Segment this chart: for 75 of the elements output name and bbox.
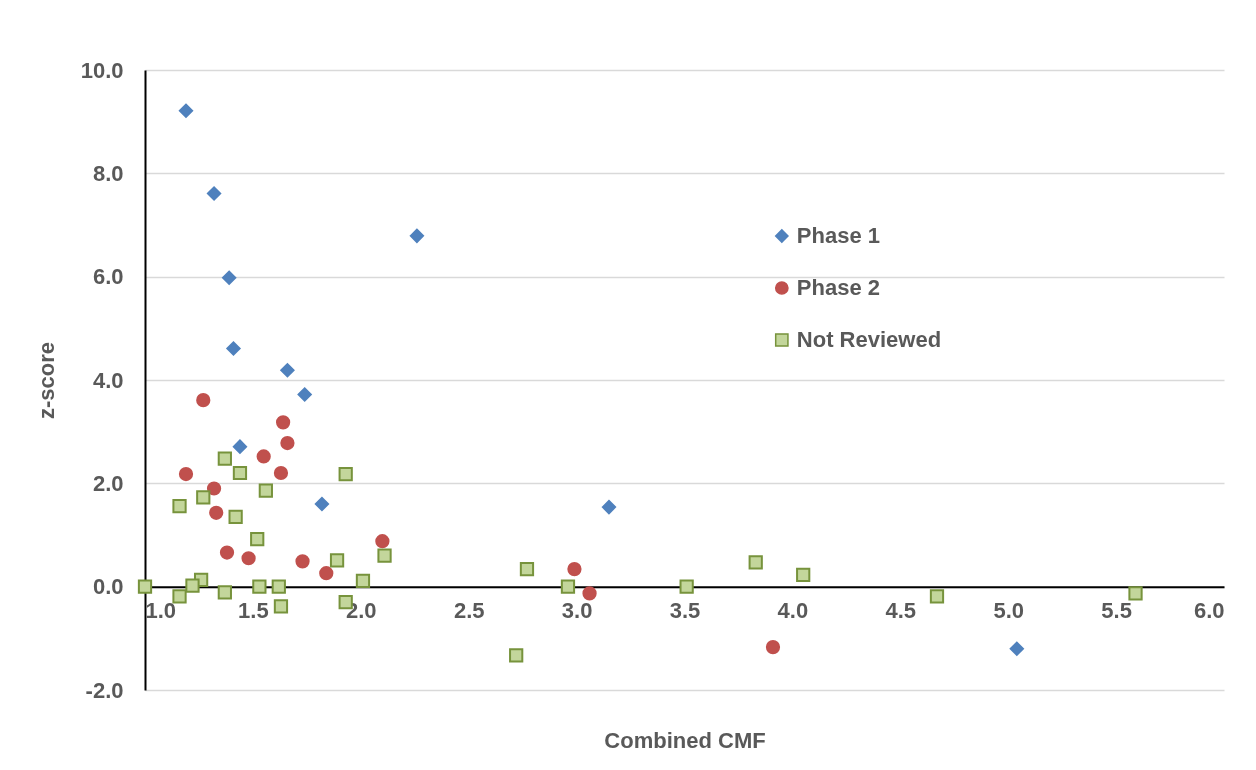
x-tick-label: 3.5 bbox=[669, 598, 701, 624]
point bbox=[256, 449, 271, 464]
point bbox=[222, 270, 237, 285]
point bbox=[178, 466, 194, 482]
point bbox=[252, 579, 267, 594]
x-tick-label: 4.0 bbox=[777, 598, 809, 624]
point bbox=[748, 555, 763, 570]
point bbox=[375, 534, 390, 549]
y-tick-label: 4.0 bbox=[92, 367, 124, 393]
point bbox=[137, 579, 153, 594]
legend-label: Phase 2 bbox=[796, 275, 880, 300]
point bbox=[172, 589, 187, 604]
point bbox=[219, 545, 235, 560]
point bbox=[178, 103, 194, 118]
point bbox=[796, 567, 811, 582]
x-tick-label: 1.5 bbox=[238, 598, 269, 624]
y-tick-label: 8.0 bbox=[92, 160, 124, 186]
point bbox=[567, 561, 582, 577]
point bbox=[271, 579, 286, 594]
point bbox=[509, 648, 524, 663]
point bbox=[217, 451, 232, 466]
point bbox=[241, 551, 256, 566]
point bbox=[185, 578, 200, 593]
point bbox=[582, 586, 597, 601]
y-tick-label: 6.0 bbox=[92, 264, 124, 290]
x-tick-label: 5.0 bbox=[993, 598, 1024, 624]
point bbox=[295, 554, 310, 569]
y-axis-title: z-score bbox=[33, 341, 59, 420]
point bbox=[319, 566, 334, 581]
point bbox=[280, 363, 295, 378]
point bbox=[232, 439, 248, 454]
point bbox=[280, 435, 295, 451]
point bbox=[1128, 586, 1143, 601]
y-tick-label: 10.0 bbox=[80, 57, 124, 83]
legend-label: Phase 1 bbox=[796, 223, 880, 248]
point bbox=[329, 553, 345, 568]
y-tick-label: 0.0 bbox=[92, 574, 124, 600]
x-tick-label: 1.0 bbox=[145, 598, 177, 624]
x-tick-label: 2.5 bbox=[453, 598, 485, 624]
x-tick-label: 3.0 bbox=[561, 598, 593, 624]
point bbox=[196, 490, 211, 505]
y-tick-label: 2.0 bbox=[92, 470, 124, 496]
point bbox=[228, 509, 243, 525]
point bbox=[355, 573, 371, 589]
point bbox=[275, 415, 291, 430]
point bbox=[206, 481, 222, 496]
point bbox=[273, 599, 289, 614]
point bbox=[679, 579, 694, 594]
point bbox=[765, 640, 781, 655]
point bbox=[206, 186, 222, 201]
y-tick-label: -2.0 bbox=[85, 677, 124, 703]
point bbox=[250, 532, 265, 547]
point bbox=[258, 483, 273, 498]
x-tick-label: 5.5 bbox=[1101, 598, 1132, 624]
point bbox=[297, 387, 312, 402]
point bbox=[1009, 641, 1024, 656]
x-tick-label: 4.5 bbox=[885, 598, 917, 624]
x-tick-label: 6.0 bbox=[1193, 598, 1225, 624]
point bbox=[338, 466, 353, 482]
point bbox=[929, 589, 945, 604]
point bbox=[519, 561, 535, 577]
point bbox=[217, 585, 232, 600]
x-axis-title: Combined CMF bbox=[604, 727, 766, 753]
point bbox=[560, 579, 576, 594]
point bbox=[209, 505, 224, 520]
point bbox=[196, 393, 211, 408]
point bbox=[314, 496, 330, 512]
point bbox=[273, 465, 289, 481]
point bbox=[377, 548, 392, 563]
point bbox=[226, 341, 241, 356]
point bbox=[409, 228, 425, 243]
legend-label: Not Reviewed bbox=[796, 327, 942, 352]
point bbox=[601, 499, 617, 515]
point bbox=[172, 498, 187, 514]
point bbox=[232, 465, 248, 481]
